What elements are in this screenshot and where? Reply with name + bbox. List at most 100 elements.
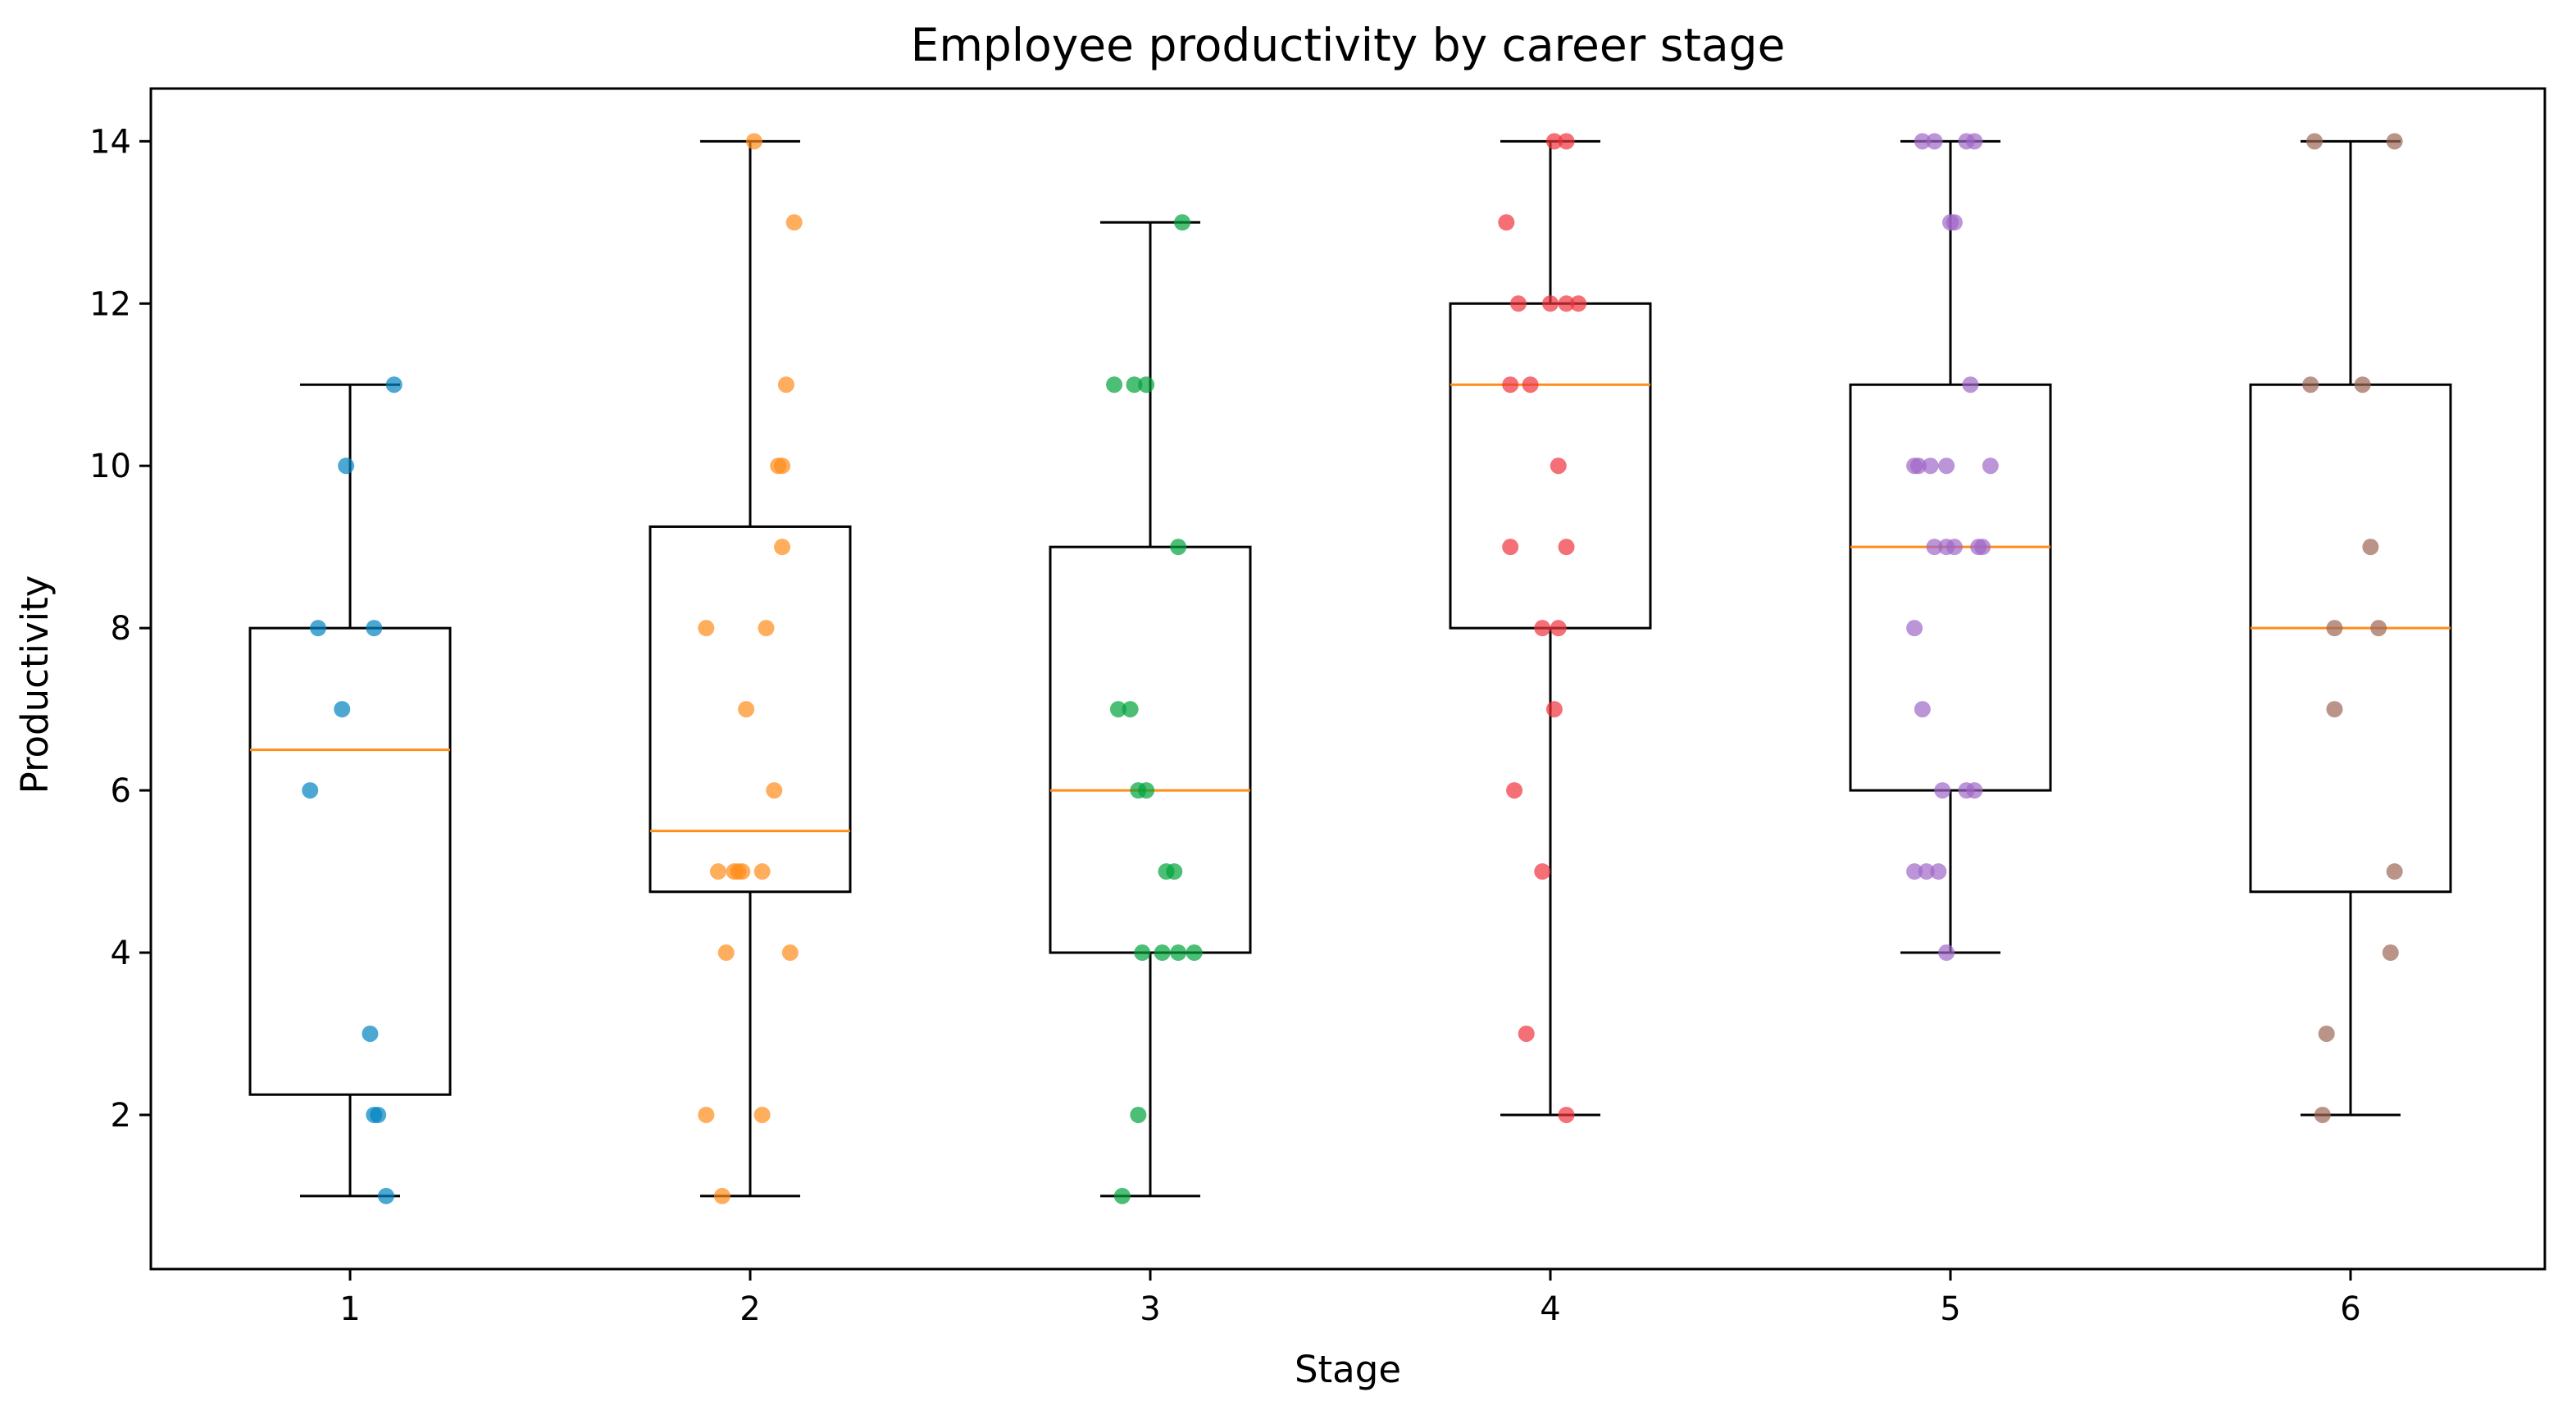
data-point xyxy=(1982,457,1999,475)
y-tick-label: 2 xyxy=(111,1097,131,1135)
y-tick-label: 10 xyxy=(89,448,131,485)
data-point xyxy=(1113,1187,1131,1204)
data-point xyxy=(2362,539,2379,556)
data-point xyxy=(2382,944,2399,962)
data-point xyxy=(1522,376,1539,394)
data-point xyxy=(713,1187,730,1204)
data-point xyxy=(1946,539,1963,556)
y-tick-label: 8 xyxy=(111,610,131,648)
data-point xyxy=(2318,1025,2335,1042)
box-stage-3 xyxy=(1049,221,1252,1198)
data-point xyxy=(766,782,783,799)
chart-title: Employee productivity by career stage xyxy=(911,19,1786,71)
data-point xyxy=(1170,944,1187,962)
y-axis-label: Productivity xyxy=(13,576,57,794)
data-point xyxy=(1914,701,1931,718)
data-point xyxy=(1966,133,1983,150)
y-tick-label: 4 xyxy=(111,935,131,972)
data-point xyxy=(1558,1106,1575,1123)
data-point xyxy=(1906,863,1923,880)
data-point xyxy=(2386,133,2403,150)
data-point xyxy=(366,1106,383,1123)
data-point xyxy=(2370,620,2387,637)
box-stage-6 xyxy=(2249,139,2452,1117)
data-point xyxy=(1906,620,1923,637)
y-tick-label: 12 xyxy=(89,285,131,323)
data-point xyxy=(1558,133,1575,150)
x-tick-label: 1 xyxy=(339,1290,360,1328)
box-iqr xyxy=(1849,383,2052,792)
data-point xyxy=(2302,376,2319,394)
data-point xyxy=(1134,944,1151,962)
data-point xyxy=(366,620,383,637)
data-point xyxy=(2326,620,2343,637)
data-point xyxy=(2386,863,2403,880)
data-point xyxy=(1922,457,1939,475)
data-point xyxy=(338,457,355,475)
points-stage-3 xyxy=(1106,214,1203,1204)
data-point xyxy=(2314,1106,2331,1123)
data-point xyxy=(698,1106,715,1123)
data-point xyxy=(774,539,791,556)
data-point xyxy=(1938,457,1955,475)
plot-frame xyxy=(149,87,2546,1271)
data-point xyxy=(758,620,775,637)
points-stage-6 xyxy=(2302,133,2403,1123)
data-point xyxy=(1926,539,1943,556)
points-stage-2 xyxy=(698,133,803,1204)
data-point xyxy=(2354,376,2371,394)
data-point xyxy=(1138,376,1155,394)
data-point xyxy=(1518,1025,1535,1042)
data-point xyxy=(1545,701,1563,718)
data-point xyxy=(1926,133,1943,150)
x-axis-label: Stage xyxy=(1295,1348,1401,1391)
data-point xyxy=(1186,944,1203,962)
data-point xyxy=(1938,944,1955,962)
box-stage-2 xyxy=(649,139,852,1198)
data-point xyxy=(1918,863,1935,880)
data-point xyxy=(781,944,799,962)
data-point xyxy=(709,863,726,880)
data-point xyxy=(309,620,326,637)
data-point xyxy=(774,457,791,475)
data-point xyxy=(1558,539,1575,556)
x-tick-label: 3 xyxy=(1140,1290,1160,1328)
data-point xyxy=(717,944,735,962)
x-tick-label: 4 xyxy=(1540,1290,1560,1328)
box-iqr xyxy=(649,525,852,894)
data-point xyxy=(777,376,794,394)
data-point xyxy=(2326,701,2343,718)
data-point xyxy=(1570,295,1587,312)
data-point xyxy=(1154,944,1171,962)
data-point xyxy=(1962,376,1979,394)
data-point xyxy=(1930,863,1947,880)
data-point xyxy=(1974,539,1991,556)
data-point xyxy=(377,1187,394,1204)
data-point xyxy=(753,863,771,880)
data-point xyxy=(385,376,403,394)
x-tick-label: 5 xyxy=(1940,1290,1960,1328)
data-point xyxy=(1498,214,1515,231)
data-point xyxy=(1558,295,1575,312)
box-iqr xyxy=(248,626,452,1096)
data-point xyxy=(302,782,319,799)
data-point xyxy=(1174,214,1191,231)
data-point xyxy=(1934,782,1951,799)
data-point xyxy=(1506,782,1523,799)
data-point xyxy=(1502,376,1519,394)
data-point xyxy=(1946,214,1963,231)
data-point xyxy=(2306,133,2323,150)
data-point xyxy=(1534,863,1551,880)
data-point xyxy=(1126,376,1143,394)
data-point xyxy=(1106,376,1123,394)
data-point xyxy=(1130,1106,1147,1123)
box-iqr xyxy=(1049,545,1252,954)
data-point xyxy=(1166,863,1183,880)
data-point xyxy=(1109,701,1126,718)
data-point xyxy=(1534,620,1551,637)
y-tick-label: 6 xyxy=(111,772,131,810)
data-point xyxy=(734,863,751,880)
data-point xyxy=(698,620,715,637)
x-tick-label: 2 xyxy=(740,1290,760,1328)
